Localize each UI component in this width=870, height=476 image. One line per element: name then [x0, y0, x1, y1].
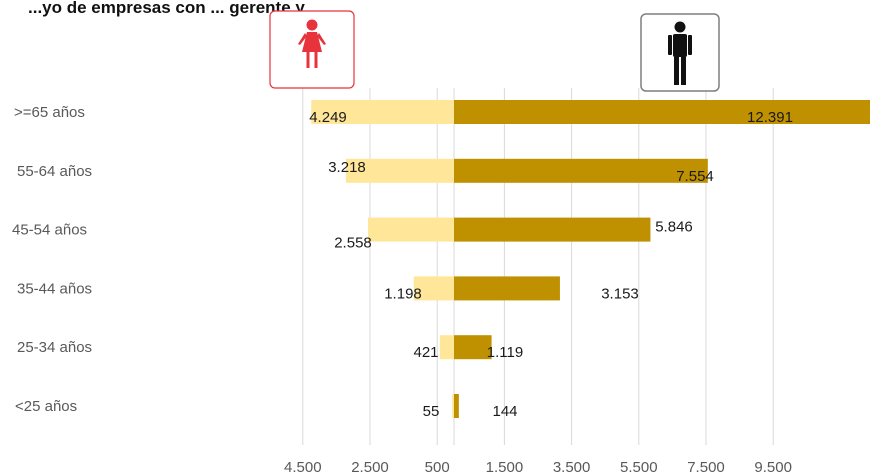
female-icon: [269, 10, 355, 89]
value-label-left: 1.198: [384, 285, 422, 302]
x-tick-label: 4.500: [284, 459, 322, 476]
bar-left: [439, 335, 454, 360]
value-label-left: 2.558: [334, 235, 372, 252]
x-axis-ticks: 4.500 2.500 500 1.500 3.500 5.500 7.500 9.500: [284, 459, 792, 476]
bar-right: [454, 158, 708, 183]
category-label: 35-44 años: [17, 280, 92, 297]
category-label: 25-34 años: [17, 339, 92, 356]
category-labels: >=65 años 55-64 años 45-54 años 35-44 años 2…: [12, 104, 92, 415]
bar-right: [454, 100, 870, 124]
x-tick-label: 9.500: [754, 459, 792, 476]
bar-right: [454, 217, 651, 242]
value-label-right: 3.153: [601, 285, 639, 302]
bar-left: [311, 100, 454, 124]
bar-right: [454, 276, 560, 301]
x-tick-label: 3.500: [553, 459, 591, 476]
x-tick-label: 500: [425, 459, 450, 476]
bar-left: [413, 276, 454, 301]
x-tick-label: 2.500: [351, 459, 389, 476]
male-icon: [640, 13, 720, 92]
bar-left: [368, 217, 454, 242]
value-label-right: 1.119: [487, 344, 523, 361]
value-label-left: 3.218: [328, 159, 366, 176]
bars: [311, 100, 870, 418]
value-label-left: 4.249: [309, 109, 347, 126]
value-label-right: 144: [492, 403, 517, 420]
x-tick-label: 7.500: [687, 459, 725, 476]
value-label-right: 7.554: [676, 168, 714, 185]
bar-left: [345, 158, 454, 183]
category-label: >=65 años: [14, 104, 85, 121]
x-tick-label: 1.500: [486, 459, 524, 476]
bar-right: [454, 335, 492, 360]
category-label: 55-64 años: [17, 163, 92, 180]
value-label-left: 421: [413, 344, 438, 361]
x-tick-label: 5.500: [620, 459, 658, 476]
chart-title: ...yo de empresas con ... gerente y ...: [28, 0, 324, 17]
value-label-right: 5.846: [655, 219, 693, 236]
bar-right: [454, 394, 459, 418]
value-label-left: 55: [423, 403, 440, 420]
value-labels: 4.249 12.391 3.218 7.554 2.558 5.846 1.198 3.15…: [309, 109, 793, 420]
value-label-right: 12.391: [747, 109, 793, 126]
category-label: 45-54 años: [12, 222, 87, 239]
bar-left: [452, 394, 454, 418]
gridlines: [302, 88, 774, 445]
category-label: <25 años: [15, 398, 77, 415]
